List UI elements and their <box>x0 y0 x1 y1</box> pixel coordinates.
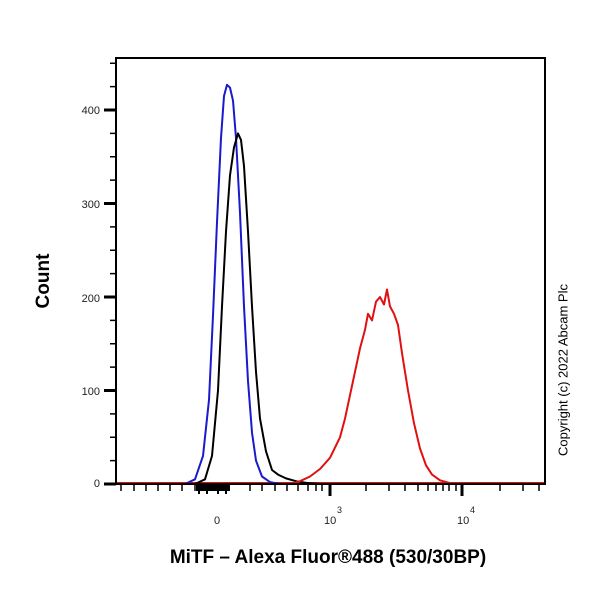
x-tick-label-1e3-base: 10 <box>324 515 336 527</box>
y-tick-label-100: 100 <box>82 386 100 398</box>
y-tick-label-200: 200 <box>82 293 100 305</box>
red-histogram-curve <box>289 288 545 485</box>
copyright-notice: Copyright (c) 2022 Abcam Plc <box>555 284 571 456</box>
x-axis-label: MiTF – Alexa Fluor®488 (530/30BP) <box>169 547 487 568</box>
x-tick-label-0: 0 <box>214 515 220 527</box>
y-axis-label: Count <box>33 253 54 309</box>
x-tick-label-1e4-exp: 4 <box>470 505 475 515</box>
histogram-curves <box>117 83 545 485</box>
black-histogram-curve <box>194 132 321 485</box>
y-tick-label-400: 400 <box>82 105 100 117</box>
y-axis-ticks <box>104 62 116 486</box>
x-axis-ticks <box>120 485 540 496</box>
blue-histogram-curve <box>184 83 320 485</box>
y-tick-label-0: 0 <box>94 478 100 490</box>
plot-frame <box>115 57 546 485</box>
x-tick-label-1e3-exp: 3 <box>337 505 342 515</box>
x-tick-label-1e4-base: 10 <box>457 515 469 527</box>
y-tick-label-300: 300 <box>82 199 100 211</box>
